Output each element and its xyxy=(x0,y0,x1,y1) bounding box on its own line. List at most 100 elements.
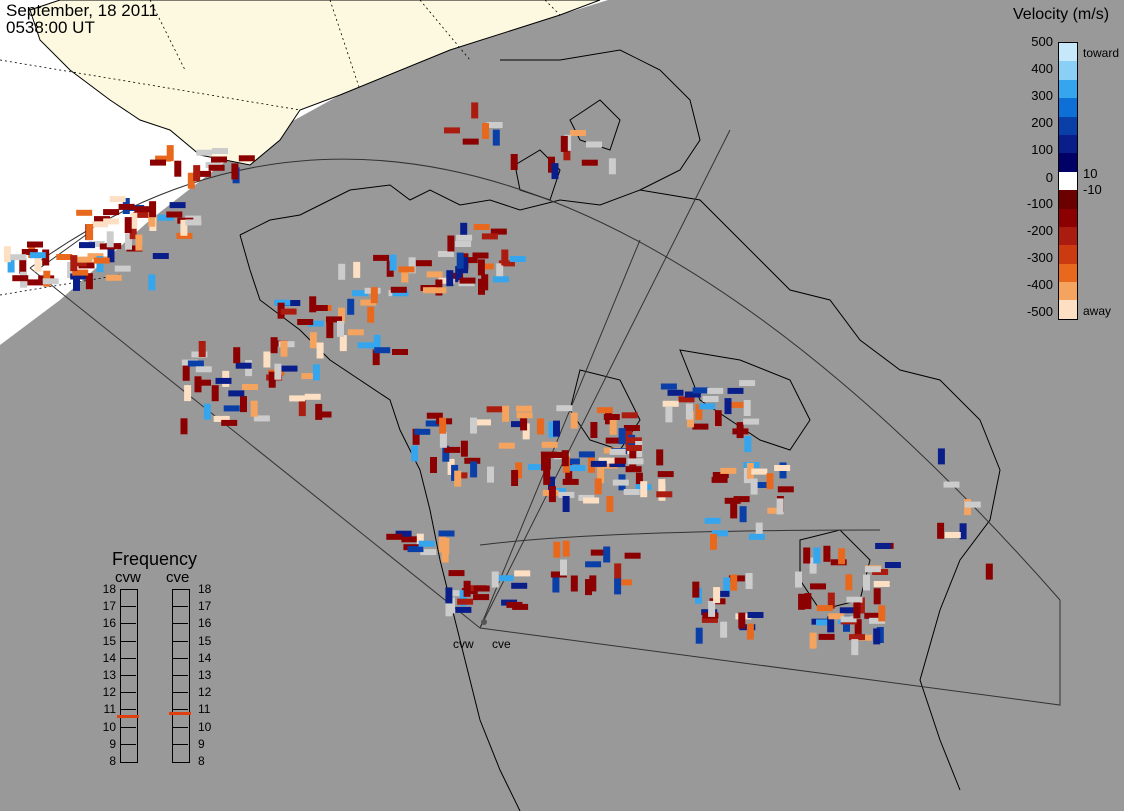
scatter-cell xyxy=(352,290,368,297)
scatter-cell xyxy=(684,391,701,398)
scatter-cell xyxy=(985,563,993,580)
scatter-cell xyxy=(464,457,481,464)
scatter-cell xyxy=(425,420,442,427)
scatter-cell xyxy=(109,196,126,203)
scatter-cell xyxy=(367,306,375,323)
scatter-cell xyxy=(596,407,613,414)
scatter-cell xyxy=(813,547,821,564)
scatter-cell xyxy=(803,547,811,564)
scatter-cell xyxy=(187,172,195,189)
scatter-cell xyxy=(733,496,750,503)
frequency-gridline xyxy=(172,692,188,694)
frequency-gridline xyxy=(120,606,136,608)
scatter-cell xyxy=(798,593,806,610)
frequency-gridline xyxy=(120,726,136,728)
scatter-cell xyxy=(463,580,471,597)
scatter-cell xyxy=(411,445,419,462)
scatter-cell xyxy=(386,533,403,540)
scatter-cell xyxy=(86,224,94,240)
scatter-cell xyxy=(10,254,27,261)
colorbar-segment xyxy=(1059,153,1077,172)
scatter-cell xyxy=(818,633,835,640)
scatter-cell xyxy=(281,365,298,372)
scatter-cell xyxy=(692,387,709,394)
scatter-cell xyxy=(473,594,490,601)
frequency-gridline xyxy=(172,640,188,642)
scatter-cell xyxy=(839,607,856,614)
scatter-cell xyxy=(198,341,206,357)
frequency-tick-label: 13 xyxy=(198,668,212,682)
scatter-cell xyxy=(744,436,752,453)
scatter-cells xyxy=(3,102,993,656)
scatter-cell xyxy=(398,266,415,273)
scatter-cell xyxy=(816,605,833,612)
scatter-cell xyxy=(736,422,744,439)
scatter-cell xyxy=(516,405,533,412)
scatter-cell xyxy=(477,259,485,276)
frequency-marker-cve xyxy=(169,711,191,715)
scatter-cell xyxy=(401,266,409,283)
scatter-cell xyxy=(242,384,258,390)
scatter-cell xyxy=(745,573,753,589)
scatter-cell xyxy=(233,347,241,364)
scatter-cell xyxy=(339,335,347,352)
scatter-cell xyxy=(372,349,380,366)
scatter-cell xyxy=(73,274,80,291)
scatter-cell xyxy=(667,389,684,396)
scatter-cell xyxy=(695,627,703,644)
scatter-cell xyxy=(124,217,132,234)
scatter-cell xyxy=(511,470,519,486)
scatter-cell xyxy=(586,141,602,148)
scatter-cell xyxy=(461,257,469,274)
scatter-cell xyxy=(710,533,717,550)
scatter-cell xyxy=(704,517,721,524)
scatter-cell xyxy=(714,410,722,427)
scatter-cell xyxy=(270,337,278,354)
frequency-tick-label: 17 xyxy=(198,599,212,614)
scatter-cell xyxy=(221,419,238,426)
scatter-cell xyxy=(312,364,320,381)
scatter-cell xyxy=(373,254,390,261)
frequency-tick-label: 15 xyxy=(198,633,212,648)
scatter-cell xyxy=(727,387,744,394)
scatter-cell xyxy=(838,548,846,565)
scatter-cell xyxy=(459,590,467,607)
scatter-cell xyxy=(129,223,137,240)
scatter-cell xyxy=(550,571,567,578)
scatter-cell xyxy=(506,601,523,608)
scatter-cell xyxy=(560,559,567,576)
scatter-cell xyxy=(442,445,450,462)
frequency-gridline xyxy=(172,709,188,711)
scatter-cell xyxy=(311,305,328,311)
scatter-cell xyxy=(455,241,472,247)
scatter-cell xyxy=(724,497,741,504)
scatter-cell xyxy=(392,349,408,355)
scatter-cell xyxy=(509,256,526,262)
scatter-cell xyxy=(166,211,183,218)
scatter-cell xyxy=(444,127,460,134)
colorbar-segment xyxy=(1059,190,1077,209)
scatter-cell xyxy=(459,277,476,284)
scatter-cell xyxy=(937,522,945,539)
scatter-cell xyxy=(445,587,453,604)
frequency-gridline xyxy=(172,657,188,659)
scatter-cell xyxy=(627,458,644,465)
scatter-cell xyxy=(326,322,334,339)
scatter-cell xyxy=(169,202,186,209)
scatter-cell xyxy=(541,441,558,448)
scatter-cell xyxy=(707,387,724,394)
scatter-cell xyxy=(107,246,115,263)
scatter-cell xyxy=(561,450,569,467)
scatter-cell xyxy=(727,401,744,408)
frequency-tick-label: 14 xyxy=(198,650,212,665)
scatter-cell xyxy=(616,579,632,586)
scatter-cell xyxy=(849,634,865,641)
scatter-cell xyxy=(298,400,306,417)
scatter-cell xyxy=(85,273,93,290)
scatter-cell xyxy=(284,300,301,306)
scatter-cell xyxy=(569,465,586,472)
scatter-cell xyxy=(594,478,602,495)
scatter-cell xyxy=(148,210,156,227)
radar-label-cvw: cvw xyxy=(115,569,141,586)
